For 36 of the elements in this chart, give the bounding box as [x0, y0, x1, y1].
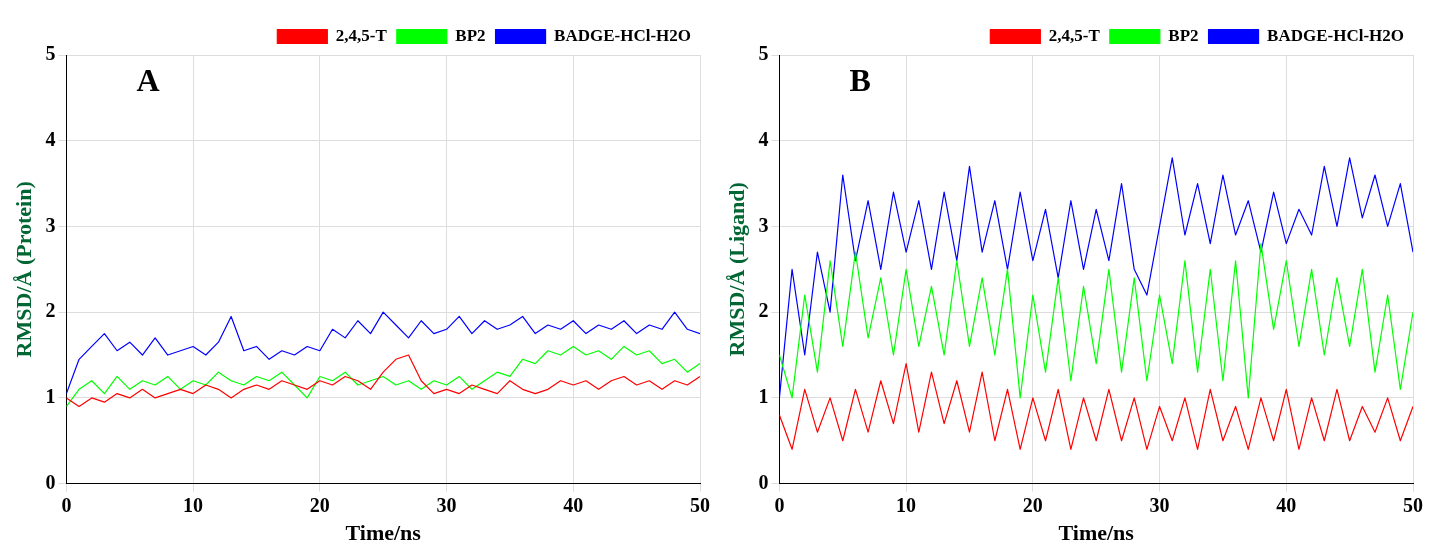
legend-label: 2,4,5-T: [1048, 25, 1101, 45]
legend-label: BADGE-HCl-H2O: [1267, 25, 1405, 45]
x-tick-label: 40: [563, 493, 584, 516]
x-tick-label: 30: [1149, 493, 1170, 516]
y-tick-label: 3: [758, 213, 769, 236]
x-axis-title: Time/ns: [1058, 520, 1135, 546]
x-tick-label: 20: [1022, 493, 1043, 516]
y-tick-label: 0: [45, 470, 56, 493]
y-axis-title: RMSD/Å (Protein): [10, 181, 36, 358]
y-tick-label: 4: [758, 127, 769, 150]
legend-label: BADGE-HCl-H2O: [554, 25, 692, 45]
y-tick-label: 2: [45, 299, 56, 322]
annotation: B: [849, 62, 871, 99]
x-axis-title: Time/ns: [345, 520, 422, 546]
legend-label: BP2: [455, 25, 486, 45]
legend-label: BP2: [1168, 25, 1199, 45]
y-tick-label: 0: [758, 470, 769, 493]
x-tick-label: 10: [183, 493, 204, 516]
y-tick-label: 5: [45, 42, 56, 65]
x-tick-label: 30: [436, 493, 457, 516]
y-tick-label: 1: [45, 385, 56, 408]
y-tick-label: 3: [45, 213, 56, 236]
x-tick-label: 40: [1276, 493, 1297, 516]
y-tick-label: 5: [758, 42, 769, 65]
y-tick-label: 4: [45, 127, 56, 150]
y-tick-label: 2: [758, 299, 769, 322]
legend-label: 2,4,5-T: [335, 25, 388, 45]
y-axis-title: RMSD/Å (Ligand): [723, 182, 749, 357]
x-tick-label: 10: [896, 493, 917, 516]
x-tick-label: 20: [309, 493, 330, 516]
x-tick-label: 0: [61, 493, 72, 516]
y-tick-label: 1: [758, 385, 769, 408]
x-tick-label: 50: [690, 493, 710, 516]
x-tick-label: 50: [1403, 493, 1423, 516]
annotation: A: [136, 62, 160, 99]
x-tick-label: 0: [774, 493, 785, 516]
